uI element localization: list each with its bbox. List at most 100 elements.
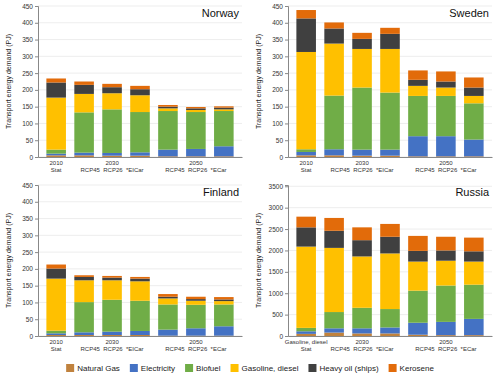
bar-segment — [408, 262, 428, 291]
panel-title: Russia — [455, 186, 490, 198]
bar-segment — [408, 70, 428, 79]
bars — [46, 78, 233, 157]
bar-segment — [130, 86, 150, 89]
bar-segment — [296, 52, 316, 149]
y-tick: 100 — [22, 299, 38, 306]
bar-segment — [102, 84, 122, 87]
x-axis: 2010Stat2030RCP45 RCP26 *EICar2050RCP45 … — [39, 158, 243, 174]
bar-segment — [102, 109, 122, 153]
y-tick-label: 200 — [272, 86, 283, 93]
legend-swatch — [308, 364, 316, 372]
y-tick-label: 250 — [272, 70, 283, 77]
grid-line — [38, 252, 242, 253]
series — [46, 83, 233, 111]
y-tick-mark — [285, 229, 288, 230]
y-tick: 450 — [22, 182, 38, 189]
y-tick-mark — [35, 286, 38, 287]
y-tick: 1000 — [269, 290, 288, 297]
bar-segment — [324, 155, 344, 157]
y-tick-label: 450 — [22, 182, 33, 189]
bar-segment — [158, 297, 178, 299]
bar-segment — [74, 277, 94, 280]
bar-segment — [158, 298, 178, 304]
y-tick-label: 400 — [22, 19, 33, 26]
y-tick-mark — [35, 235, 38, 236]
bar-segment — [408, 291, 428, 323]
bar-segment — [102, 156, 122, 157]
y-tick-mark — [35, 269, 38, 270]
y-tick: 200 — [22, 265, 38, 272]
bar-segment — [464, 140, 484, 157]
y-tick: 350 — [22, 36, 38, 43]
y-tick-label: 500 — [272, 311, 283, 318]
series — [46, 109, 233, 153]
bar-segment — [74, 94, 94, 112]
y-tick: 50 — [26, 137, 38, 144]
bar-segment — [296, 247, 316, 328]
grid-line — [38, 73, 242, 74]
y-tick-mark — [285, 6, 288, 7]
bar-segment — [102, 332, 122, 335]
bar-segment — [436, 322, 456, 335]
bar-segment — [380, 156, 400, 157]
grid-line — [38, 39, 242, 40]
bar-segment — [296, 18, 316, 52]
grid — [288, 6, 492, 157]
bar-segment — [102, 280, 122, 299]
y-tick-label: 200 — [22, 265, 33, 272]
x-tick: 2010Stat — [49, 339, 63, 352]
panel-title: Finland — [203, 186, 239, 198]
x-axis-line — [39, 336, 243, 337]
y-tick-label: 350 — [272, 36, 283, 43]
y-tick-label: 50 — [26, 316, 34, 323]
bar-segment — [130, 89, 150, 95]
bar-segment — [158, 330, 178, 336]
bar-segment — [436, 136, 456, 156]
legend-item: Heavy oil (ships) — [308, 364, 378, 373]
bar-segment — [380, 150, 400, 156]
y-tick: 1500 — [269, 268, 288, 275]
bar-segment — [46, 78, 66, 82]
y-tick-mark — [285, 140, 288, 141]
bar-segment — [464, 251, 484, 261]
y-tick-mark — [35, 6, 38, 7]
y-tick-mark — [285, 293, 288, 294]
bar-segment — [408, 86, 428, 96]
y-tick-mark — [285, 23, 288, 24]
y-tick: 250 — [22, 249, 38, 256]
legend-label: Electricity — [141, 364, 175, 373]
bar-segment — [324, 333, 344, 336]
legend-label: Biofuel — [196, 364, 221, 373]
bar-segment — [74, 85, 94, 94]
bar-segment — [464, 285, 484, 319]
bars — [296, 10, 483, 157]
y-tick-label: 3500 — [269, 183, 284, 190]
bar-segment — [380, 49, 400, 93]
bar-segment — [324, 312, 344, 328]
y-axis: 0500100015002000250030003500 — [269, 183, 289, 340]
bar-segment — [324, 149, 344, 155]
y-axis-title: Transport energy demand (PJ) — [255, 34, 263, 129]
bar-segment — [214, 109, 234, 111]
y-tick-mark — [285, 157, 288, 158]
bar-segment — [186, 299, 206, 301]
legend-swatch — [231, 364, 239, 372]
y-tick-label: 0 — [29, 333, 33, 340]
bar-segment — [102, 300, 122, 332]
y-axis: 050100150200250300350400450 — [272, 3, 288, 161]
y-tick-mark — [285, 107, 288, 108]
y-tick-label: 0 — [29, 154, 33, 161]
grid-line — [38, 336, 242, 337]
bar-segment — [74, 82, 94, 85]
y-tick: 150 — [22, 103, 38, 110]
bar-segment — [380, 253, 400, 309]
bar-segment — [324, 231, 344, 248]
bar-segment — [130, 95, 150, 112]
x-tick: 2050RCP45 RCP26 *ECar — [415, 339, 476, 352]
legend-swatch — [185, 364, 193, 372]
bar-segment — [436, 82, 456, 88]
grid-line — [38, 157, 242, 158]
bar-segment — [436, 237, 456, 251]
x-tick-label: 2050RCP45 RCP26 *ECar — [165, 160, 226, 173]
bar-segment — [214, 299, 234, 301]
